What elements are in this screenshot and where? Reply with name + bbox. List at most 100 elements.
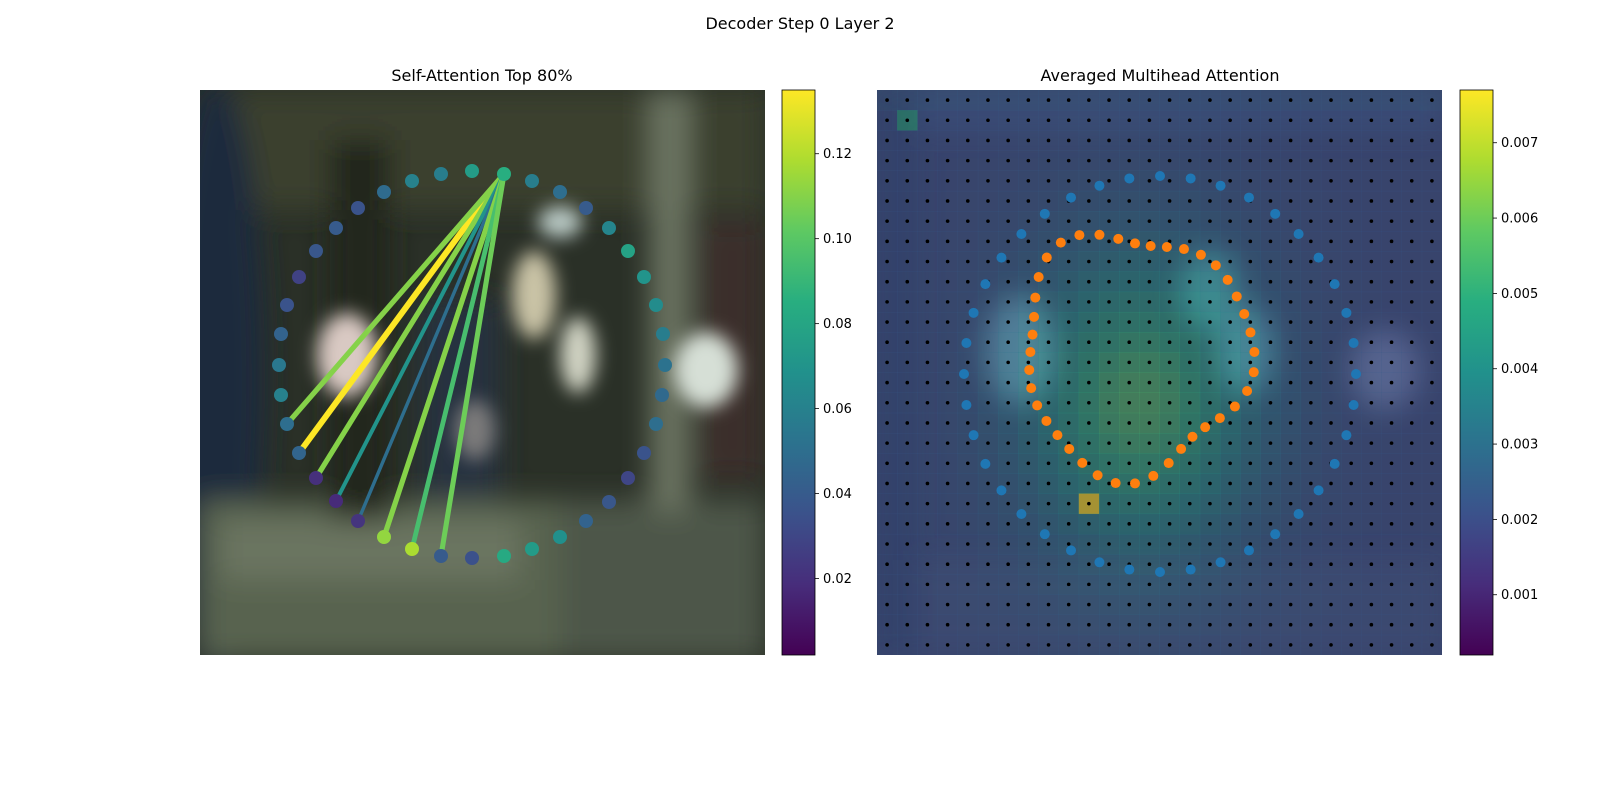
scatter-point — [553, 185, 567, 199]
scatter-point — [377, 530, 391, 544]
grid-dot — [1147, 138, 1152, 143]
grid-dot — [905, 582, 910, 587]
grid-dot — [1026, 481, 1031, 486]
grid-dot — [1006, 158, 1010, 163]
grid-dot — [1208, 138, 1212, 143]
grid-dot — [1309, 219, 1313, 223]
grid-dot — [1349, 522, 1353, 526]
scatter-point — [329, 221, 343, 235]
grid-dot — [945, 481, 950, 486]
blue-point — [968, 430, 979, 441]
grid-dot — [1208, 501, 1212, 506]
grid-dot — [1066, 179, 1071, 183]
grid-dot — [885, 400, 889, 405]
grid-dot — [885, 643, 889, 647]
grid-dot — [1127, 158, 1132, 163]
grid-dot — [1208, 158, 1212, 163]
grid-dot — [1187, 622, 1192, 627]
grid-dot — [1187, 542, 1192, 546]
grid-dot — [1167, 380, 1172, 385]
grid-dot — [986, 259, 990, 264]
orange-point — [1248, 367, 1259, 378]
scatter-point — [655, 388, 669, 402]
grid-dot — [1228, 239, 1232, 244]
grid-dot — [1389, 300, 1394, 304]
grid-dot — [966, 199, 970, 203]
grid-dot — [1248, 562, 1253, 566]
grid-dot — [1046, 602, 1051, 607]
scatter-point — [434, 549, 448, 563]
grid-dot — [1430, 380, 1434, 385]
grid-dot — [1288, 461, 1293, 466]
grid-dot — [1046, 622, 1051, 627]
grid-dot — [885, 138, 889, 143]
grid-dot — [986, 300, 990, 304]
grid-dot — [1107, 582, 1111, 587]
blue-point — [1341, 430, 1352, 441]
grid-dot — [1167, 400, 1172, 405]
grid-dot — [1349, 441, 1353, 445]
grid-dot — [1006, 441, 1010, 445]
grid-dot — [986, 421, 990, 425]
grid-dot — [1127, 199, 1132, 203]
grid-dot — [1248, 622, 1253, 627]
grid-dot — [1430, 542, 1434, 546]
grid-dot — [1309, 360, 1313, 365]
grid-dot — [1046, 320, 1051, 324]
grid-dot — [1248, 219, 1253, 223]
grid-dot — [1409, 158, 1414, 163]
grid-dot — [1147, 421, 1152, 425]
grid-dot — [1288, 340, 1293, 345]
grid-dot — [1329, 522, 1333, 526]
grid-dot — [925, 380, 930, 385]
grid-dot — [1147, 643, 1152, 647]
grid-dot — [885, 179, 889, 183]
grid-dot — [1167, 501, 1172, 506]
blue-point — [1313, 485, 1324, 496]
grid-dot — [945, 622, 950, 627]
grid-dot — [1409, 602, 1414, 607]
scatter-point — [405, 542, 419, 556]
scatter-point — [292, 446, 306, 460]
grid-dot — [885, 279, 889, 284]
grid-dot — [885, 199, 889, 203]
grid-dot — [1369, 320, 1374, 324]
grid-dot — [1208, 199, 1212, 203]
grid-dot — [1026, 643, 1031, 647]
grid-dot — [1147, 98, 1152, 102]
grid-dot — [1248, 138, 1253, 143]
grid-dot — [1409, 138, 1414, 143]
grid-dot — [1107, 501, 1111, 506]
grid-dot — [1127, 98, 1132, 102]
grid-dot — [1147, 158, 1152, 163]
grid-dot — [1288, 138, 1293, 143]
grid-dot — [986, 522, 990, 526]
grid-dot — [1430, 279, 1434, 284]
blue-point — [980, 458, 991, 469]
grid-dot — [1309, 118, 1313, 123]
grid-dot — [1127, 522, 1132, 526]
grid-dot — [1349, 461, 1353, 466]
blue-point — [996, 252, 1007, 263]
grid-dot — [1187, 501, 1192, 506]
grid-dot — [986, 320, 990, 324]
right-colorbar-ticks: 0.001 0.002 0.003 0.004 0.005 0.006 0.007 — [1493, 136, 1538, 603]
grid-dot — [945, 259, 950, 264]
grid-dot — [986, 199, 990, 203]
grid-dot — [1167, 179, 1172, 183]
orange-point-series — [1024, 229, 1260, 489]
grid-dot — [1006, 562, 1010, 566]
grid-dot — [1389, 400, 1394, 405]
blue-point — [1016, 509, 1027, 520]
grid-dot — [1167, 643, 1172, 647]
grid-dot — [1006, 461, 1010, 466]
grid-dot — [925, 400, 930, 405]
grid-dot — [1248, 602, 1253, 607]
grid-dot — [1389, 461, 1394, 466]
grid-dot — [1268, 259, 1273, 264]
grid-dot — [905, 562, 910, 566]
colorbar-tick-label: 0.06 — [823, 402, 852, 417]
grid-dot — [1167, 158, 1172, 163]
grid-dot — [1147, 441, 1152, 445]
grid-dot — [1430, 562, 1434, 566]
